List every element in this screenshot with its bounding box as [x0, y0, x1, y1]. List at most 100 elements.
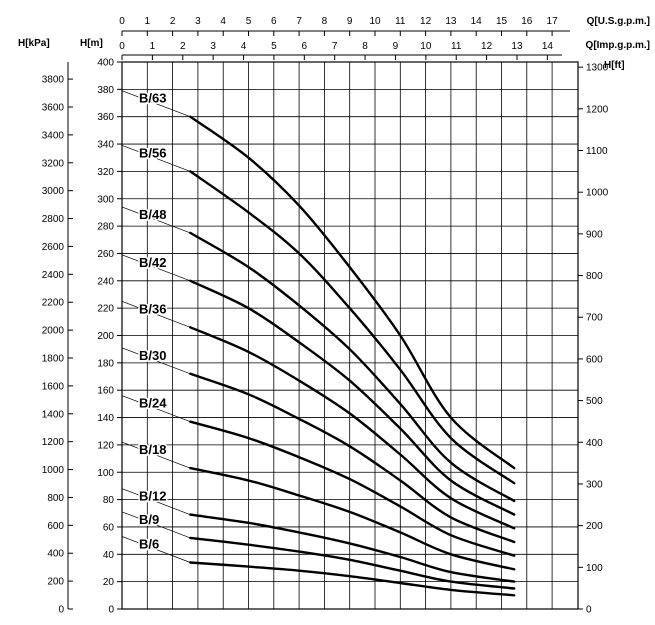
y-tick-ft-label: 1300 [586, 63, 609, 74]
curves [189, 115, 516, 597]
y-tick-ft-label: 300 [586, 479, 603, 490]
x-tick-impgpm-label: 10 [420, 41, 432, 52]
x-tick-usgpm-label: 7 [296, 16, 302, 27]
y-tick-ft-label: 1200 [586, 104, 609, 115]
x-tick-impgpm-label: 9 [393, 41, 399, 52]
series-line-5 [189, 372, 516, 544]
x-tick-usgpm-label: 8 [322, 16, 328, 27]
series-line-3 [189, 279, 516, 516]
x-tick-usgpm-label: 17 [547, 16, 559, 27]
y-tick-kpa-label: 1000 [42, 465, 65, 476]
x-tick-usgpm-label: 14 [471, 16, 483, 27]
series-leader-7 [121, 441, 191, 469]
axes: 0204060801001201401601802002202402602803… [42, 16, 609, 616]
y-tick-kpa-label: 200 [47, 577, 64, 588]
series-label-4: B/36 [139, 301, 166, 316]
y-tick-ft-label: 0 [586, 605, 592, 616]
x-tick-impgpm-label: 11 [451, 41, 462, 52]
y-tick-m-label: 400 [97, 58, 114, 69]
y-tick-m-label: 220 [97, 304, 114, 315]
y-tick-kpa-label: 800 [47, 493, 64, 504]
x-tick-impgpm-label: 5 [271, 41, 277, 52]
x-tick-impgpm-label: 3 [210, 41, 216, 52]
y-tick-ft-label: 1100 [586, 146, 608, 157]
y-tick-m-label: 240 [97, 276, 114, 287]
x-tick-usgpm-label: 4 [220, 16, 226, 27]
y-tick-kpa-label: 2200 [42, 298, 65, 309]
y-tick-m-label: 260 [97, 249, 114, 260]
x-tick-usgpm-label: 15 [496, 16, 508, 27]
x-tick-impgpm-label: 8 [362, 41, 368, 52]
unit-label-kpa: H[kPa] [18, 38, 50, 49]
x-tick-usgpm-label: 9 [347, 16, 353, 27]
series-line-2 [189, 231, 516, 503]
y-tick-kpa-label: 3800 [42, 75, 65, 86]
series-line-9 [189, 536, 516, 590]
y-tick-m-label: 180 [97, 358, 114, 369]
series-line-8 [189, 513, 516, 583]
y-tick-m-label: 20 [103, 577, 115, 588]
x-tick-usgpm-label: 6 [271, 16, 277, 27]
x-tick-impgpm-label: 0 [119, 41, 125, 52]
y-tick-kpa-label: 1600 [42, 381, 65, 392]
y-tick-ft-label: 500 [586, 396, 603, 407]
y-tick-kpa-label: 2600 [42, 242, 65, 253]
y-tick-m-label: 100 [97, 468, 114, 479]
series-leader-10 [121, 536, 191, 563]
x-tick-impgpm-label: 6 [302, 41, 308, 52]
y-tick-kpa-label: 2400 [42, 270, 65, 281]
y-tick-m-label: 140 [97, 413, 114, 424]
y-tick-m-label: 360 [97, 112, 114, 123]
x-tick-impgpm-label: 2 [180, 41, 186, 52]
y-tick-m-label: 300 [97, 194, 114, 205]
y-tick-kpa-label: 600 [47, 521, 64, 532]
series-line-1 [189, 170, 516, 485]
y-tick-ft-label: 600 [586, 354, 603, 365]
y-tick-kpa-label: 400 [47, 549, 64, 560]
y-tick-ft-label: 700 [586, 313, 603, 324]
curve-labels: B/63 B/56 B/48 B/42 B/36 B/30 B/24 B/18 B/12 B/9 B… [121, 89, 191, 563]
y-tick-kpa-label: 3400 [42, 130, 65, 141]
x-tick-usgpm-label: 0 [119, 16, 125, 27]
y-tick-kpa-label: 3000 [42, 186, 65, 197]
series-leader-1 [121, 145, 191, 172]
x-tick-impgpm-label: 14 [542, 41, 554, 52]
y-tick-kpa-label: 3200 [42, 158, 65, 169]
y-tick-m-label: 80 [103, 495, 115, 506]
series-line-6 [189, 420, 516, 557]
unit-label-usgpm: Q[U.S.g.p.m.] [587, 16, 650, 27]
series-line-0 [189, 115, 516, 470]
x-tick-usgpm-label: 5 [246, 16, 252, 27]
series-leader-0 [121, 90, 191, 118]
unit-label-m: H[m] [80, 38, 103, 49]
x-tick-impgpm-label: 1 [150, 41, 156, 52]
x-tick-usgpm-label: 16 [521, 16, 533, 27]
series-label-2: B/48 [139, 207, 166, 222]
x-tick-usgpm-label: 13 [445, 16, 457, 27]
series-label-0: B/63 [139, 91, 166, 106]
y-tick-kpa-label: 1800 [42, 353, 65, 364]
y-tick-m-label: 160 [97, 386, 114, 397]
y-tick-kpa-label: 3600 [42, 102, 65, 113]
y-tick-ft-label: 1000 [586, 188, 609, 199]
x-tick-impgpm-label: 12 [481, 41, 493, 52]
series-line-4 [189, 326, 516, 530]
series-label-8: B/12 [139, 489, 166, 504]
y-tick-m-label: 320 [97, 167, 114, 178]
series-label-9: B/9 [139, 512, 159, 527]
y-tick-kpa-label: 1400 [42, 409, 65, 420]
y-tick-ft-label: 400 [586, 438, 603, 449]
series-label-10: B/6 [139, 537, 159, 552]
y-tick-m-label: 120 [97, 440, 114, 451]
x-tick-usgpm-label: 3 [195, 16, 201, 27]
series-line-10 [189, 561, 516, 597]
series-leader-4 [121, 300, 191, 328]
series-leader-5 [121, 347, 191, 375]
x-tick-usgpm-label: 2 [170, 16, 176, 27]
series-label-1: B/56 [139, 145, 166, 160]
series-label-6: B/24 [139, 396, 167, 411]
y-tick-kpa-label: 2800 [42, 214, 65, 225]
x-tick-impgpm-label: 7 [332, 41, 338, 52]
x-tick-impgpm-label: 13 [511, 41, 523, 52]
